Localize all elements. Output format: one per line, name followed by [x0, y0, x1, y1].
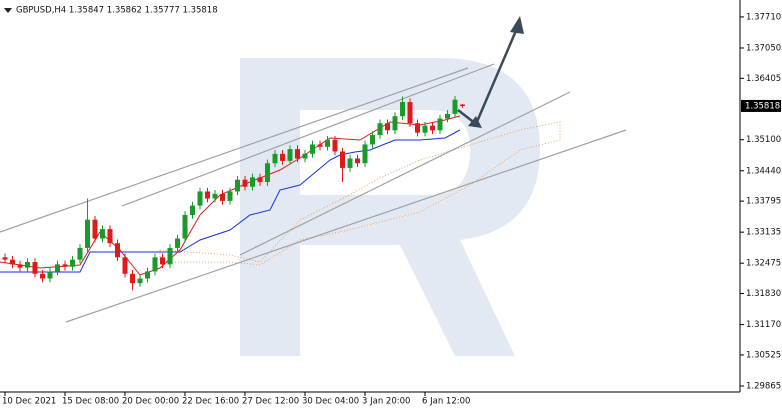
candle-body	[445, 113, 450, 119]
x-tick-label: 30 Dec 04:00	[302, 397, 359, 407]
candle-body	[92, 219, 98, 239]
x-tick-label: 22 Dec 16:00	[182, 397, 239, 407]
candle-body	[62, 264, 68, 267]
candle-body	[47, 271, 53, 279]
candle-body	[2, 257, 8, 260]
candle-body	[107, 229, 113, 244]
candle-body	[400, 102, 405, 117]
watermark	[240, 58, 540, 356]
candle-body	[235, 179, 240, 192]
candle-body	[302, 153, 308, 159]
candle-body	[205, 191, 210, 199]
forecast-arrow	[457, 16, 524, 128]
candle-body	[130, 273, 135, 284]
candle-body	[437, 118, 443, 131]
candle-body	[212, 193, 218, 199]
candle-body	[460, 104, 465, 106]
y-tick-label: 1.31830	[746, 289, 781, 299]
candle-body	[370, 135, 375, 145]
candle-body	[160, 257, 165, 265]
candle-body	[250, 177, 255, 187]
y-tick-label: 1.37710	[746, 12, 781, 22]
candle-body	[55, 264, 60, 272]
y-tick-label: 1.31170	[746, 320, 781, 330]
candle-body	[407, 102, 413, 124]
candle-body	[242, 179, 248, 187]
candle-body	[392, 116, 398, 131]
y-tick-label: 1.36405	[746, 74, 781, 84]
candle-body	[332, 139, 338, 152]
candle-body	[362, 144, 368, 164]
x-tick-label: 10 Dec 2021	[2, 397, 56, 407]
candle-body	[32, 262, 38, 274]
candle-body	[152, 257, 158, 272]
candle-body	[190, 205, 195, 215]
candle-body	[70, 259, 75, 267]
candle-body	[265, 163, 270, 183]
y-tick-label: 1.35100	[746, 135, 781, 145]
candle-body	[137, 278, 143, 284]
candle-body	[355, 158, 360, 164]
candle-body	[272, 153, 278, 164]
y-tick-label: 1.30525	[746, 350, 781, 360]
x-tick-label: 3 Jan 20:00	[362, 397, 410, 407]
candle-body	[287, 149, 293, 161]
candle-body	[452, 99, 458, 114]
candle-body	[347, 158, 353, 168]
candle-body	[167, 247, 173, 265]
price-tag	[741, 99, 781, 112]
y-tick-label: 1.32475	[746, 259, 781, 269]
candle-body	[40, 273, 45, 279]
candle-body	[100, 229, 105, 239]
candle-body	[17, 264, 23, 268]
candle-body	[122, 257, 128, 274]
candle-body	[422, 125, 428, 133]
candle-body	[430, 125, 435, 131]
y-tick-label: 1.33795	[746, 197, 781, 207]
candle-body	[10, 259, 15, 265]
candle-body	[415, 123, 420, 133]
x-tick-label: 20 Dec 00:00	[122, 397, 179, 407]
kijun-line	[0, 129, 461, 273]
trend-channel	[0, 63, 627, 323]
candle-body	[220, 193, 225, 201]
ichimoku-cloud	[159, 121, 561, 266]
candle-body	[197, 191, 203, 206]
x-tick-label: 15 Dec 08:00	[62, 397, 119, 407]
candle-body	[257, 177, 263, 183]
candle-body	[280, 153, 285, 161]
y-tick-label: 1.37050	[746, 43, 781, 53]
candle-body	[325, 139, 330, 147]
candle-body	[77, 247, 83, 260]
chart-title: GBPUSD,H4 1.35847 1.35862 1.35777 1.3581…	[16, 6, 218, 16]
candle-body	[175, 238, 180, 248]
menu-icon[interactable]	[4, 8, 12, 13]
candle-body	[227, 191, 233, 201]
x-tick-label: 6 Jan 12:00	[422, 397, 470, 407]
candle-body	[85, 219, 90, 248]
candle-body	[182, 214, 188, 239]
candle-body	[295, 149, 300, 159]
candle-body	[340, 151, 345, 168]
y-tick-label: 1.29865	[746, 381, 781, 391]
y-tick-label: 1.33135	[746, 228, 781, 238]
candle-body	[145, 271, 150, 279]
candle-body	[377, 123, 383, 136]
y-tick-label: 1.34440	[746, 166, 781, 176]
price-tag-label: 1.35818	[745, 101, 780, 111]
candle-body	[25, 262, 30, 268]
candle-body	[115, 243, 120, 258]
candle-body	[317, 144, 323, 147]
candle-body	[310, 144, 315, 154]
candle-body	[385, 123, 390, 131]
x-tick-label: 27 Dec 12:00	[242, 397, 299, 407]
